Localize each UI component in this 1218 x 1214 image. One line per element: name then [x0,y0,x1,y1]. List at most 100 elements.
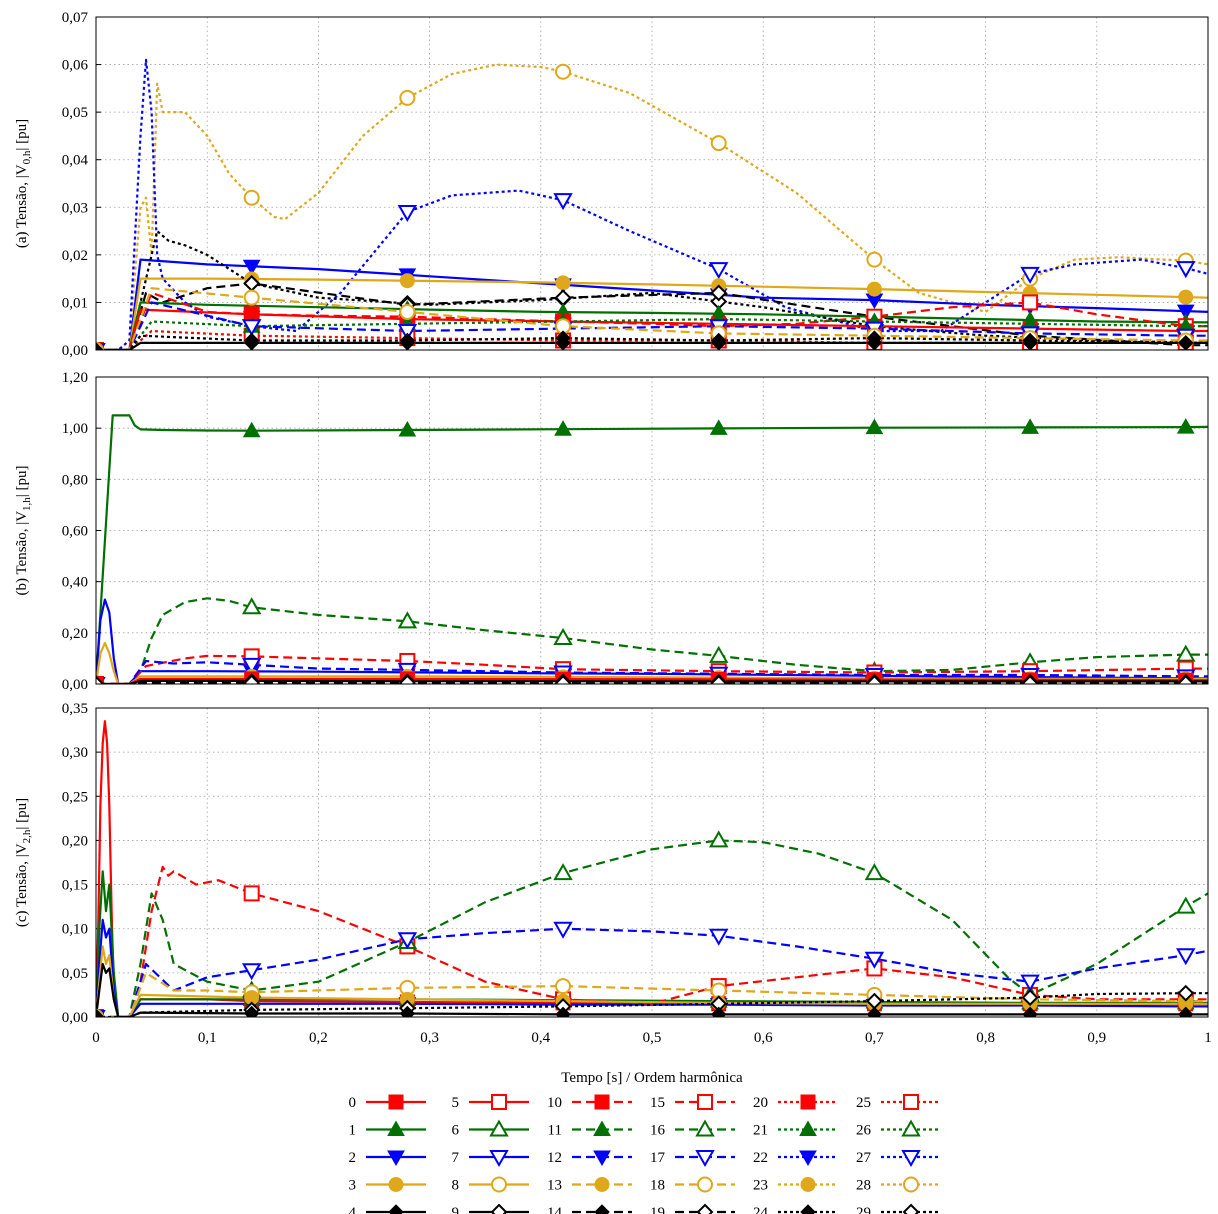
legend-item-8: 8 [452,1176,529,1194]
data-point-h16 [241,597,262,615]
legend-item-1: 1 [349,1120,426,1139]
data-point-h17 [241,319,262,337]
data-point-h16 [1176,644,1196,662]
legend-label: 7 [452,1150,460,1166]
data-point-h17 [553,921,573,939]
series-line-h1 [96,414,1208,684]
legend-label: 15 [650,1095,665,1111]
y-tick-label: 0,35 [62,701,88,717]
data-point-h28 [866,251,883,268]
y-tick-label: 0,15 [62,878,88,894]
legend-item-14: 14 [547,1204,632,1214]
x-axis-label: Tempo [s] / Ordem harmônica [561,1070,743,1086]
legend-item-19: 19 [650,1203,735,1214]
legend-marker [491,1094,507,1110]
legend-marker [696,1203,714,1214]
legend-marker [697,1176,713,1193]
legend-label: 28 [856,1178,871,1194]
legend-marker [901,1150,921,1168]
data-point-h16 [864,863,885,881]
y-axis-label-b: (b) Tensão, |V1,h| [pu] [14,465,33,595]
legend-item-7: 7 [452,1150,529,1168]
data-point-h24 [96,342,104,350]
legend-label: 21 [753,1123,768,1139]
data-point-h4 [1178,1006,1194,1017]
legend-marker [903,1176,919,1193]
data-point-h17 [241,657,262,675]
data-point-h16 [553,863,573,881]
legend-marker [799,1120,817,1136]
series-line-h1 [96,301,1208,350]
data-point-h15 [1022,294,1039,311]
legend-label: 24 [753,1205,769,1214]
data-point-h3 [555,275,571,291]
legend-label: 16 [650,1123,666,1139]
y-tick-label: 0,60 [62,524,88,540]
y-tick-label: 0,10 [62,922,88,938]
data-point-h17 [397,323,418,341]
legend-label: 9 [452,1205,460,1214]
data-point-h16 [708,830,729,848]
legend-marker [902,1203,920,1214]
data-point-h19 [554,289,572,307]
data-point-h24 [1022,332,1038,349]
legend-item-3: 3 [349,1177,426,1194]
y-tick-label: 0,07 [62,10,89,26]
series-line-h2 [96,918,1208,1017]
legend-label: 25 [856,1095,871,1111]
data-point-h1 [709,419,728,435]
y-tick-label: 0,06 [62,58,89,74]
data-point-h27 [708,262,729,280]
legend-marker [387,1150,405,1167]
data-point-h4 [711,1006,727,1017]
legend-item-0: 0 [349,1094,426,1111]
y-tick-label: 0,00 [62,1010,88,1026]
y-tick-label: 0,03 [62,200,88,216]
legend-item-28: 28 [856,1176,941,1194]
data-point-h24 [555,330,571,346]
legend-marker [491,1176,507,1193]
data-point-h17 [1020,974,1040,992]
series-line-h3 [96,945,1208,1017]
data-point-h17 [708,928,729,946]
data-point-h28 [710,135,727,152]
legend-item-22: 22 [753,1150,838,1167]
data-point-h4 [96,1009,104,1017]
chart-panels: 0,00 0,01 0,02 0,03 0,04 0,05 0,06 0,07 (a) Tens… [14,10,1209,1026]
legend-label: 2 [349,1150,357,1166]
grid-c [96,708,1208,1017]
series-line-h2 [96,598,1208,684]
legend-marker [388,1204,404,1214]
legend-label: 27 [856,1150,872,1166]
legend-marker [799,1150,817,1167]
data-point-h16 [553,627,573,645]
legend-item-26: 26 [856,1119,941,1139]
data-point-h1 [865,418,884,435]
legend-item-18: 18 [650,1176,735,1194]
legend-marker [593,1150,611,1167]
data-point-h19 [1177,674,1195,684]
data-point-h24 [866,330,883,346]
legend-label: 10 [547,1095,562,1111]
legend-item-6: 6 [452,1119,529,1139]
y-tick-label: 0,05 [62,105,88,121]
legend-marker [593,1120,611,1136]
legend-marker [800,1204,816,1214]
data-point-h19 [865,674,883,684]
legend-marker [695,1150,715,1168]
y-tick-label: 0,01 [62,295,88,311]
series-line-h29 [96,230,1208,350]
y-tick-label: 0,25 [62,789,88,805]
legend-item-17: 17 [650,1150,735,1168]
data-point-h16 [1176,896,1196,914]
legend-item-10: 10 [547,1094,632,1111]
legend-marker [594,1094,610,1110]
legend-marker [800,1094,816,1110]
legend-marker [594,1177,610,1192]
legend-marker [800,1177,816,1192]
x-tick-label: 0,7 [865,1030,884,1046]
data-point-h16 [708,645,729,663]
data-point-h1 [554,420,572,436]
data-point-h19 [710,674,728,684]
